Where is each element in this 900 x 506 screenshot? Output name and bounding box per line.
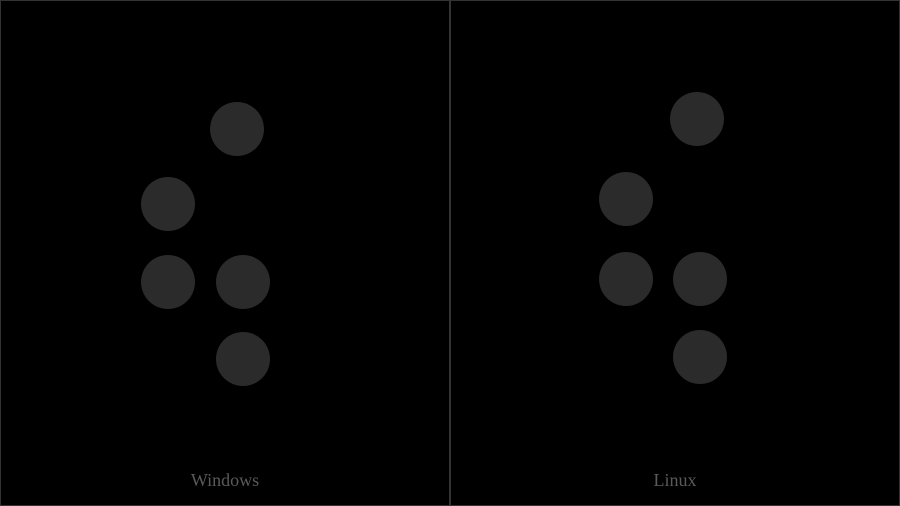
braille-dot xyxy=(599,172,653,226)
braille-dot xyxy=(673,330,727,384)
braille-dot xyxy=(670,92,724,146)
glyph-area-linux xyxy=(451,1,899,505)
glyph-area-windows xyxy=(1,1,449,505)
braille-dot xyxy=(216,332,270,386)
caption-windows: Windows xyxy=(1,470,449,491)
braille-dot xyxy=(599,252,653,306)
panel-windows: Windows xyxy=(0,0,450,506)
panel-linux: Linux xyxy=(450,0,900,506)
caption-linux: Linux xyxy=(451,470,899,491)
braille-dot xyxy=(210,102,264,156)
braille-dot xyxy=(216,255,270,309)
braille-dot xyxy=(673,252,727,306)
braille-dot xyxy=(141,177,195,231)
braille-dot xyxy=(141,255,195,309)
